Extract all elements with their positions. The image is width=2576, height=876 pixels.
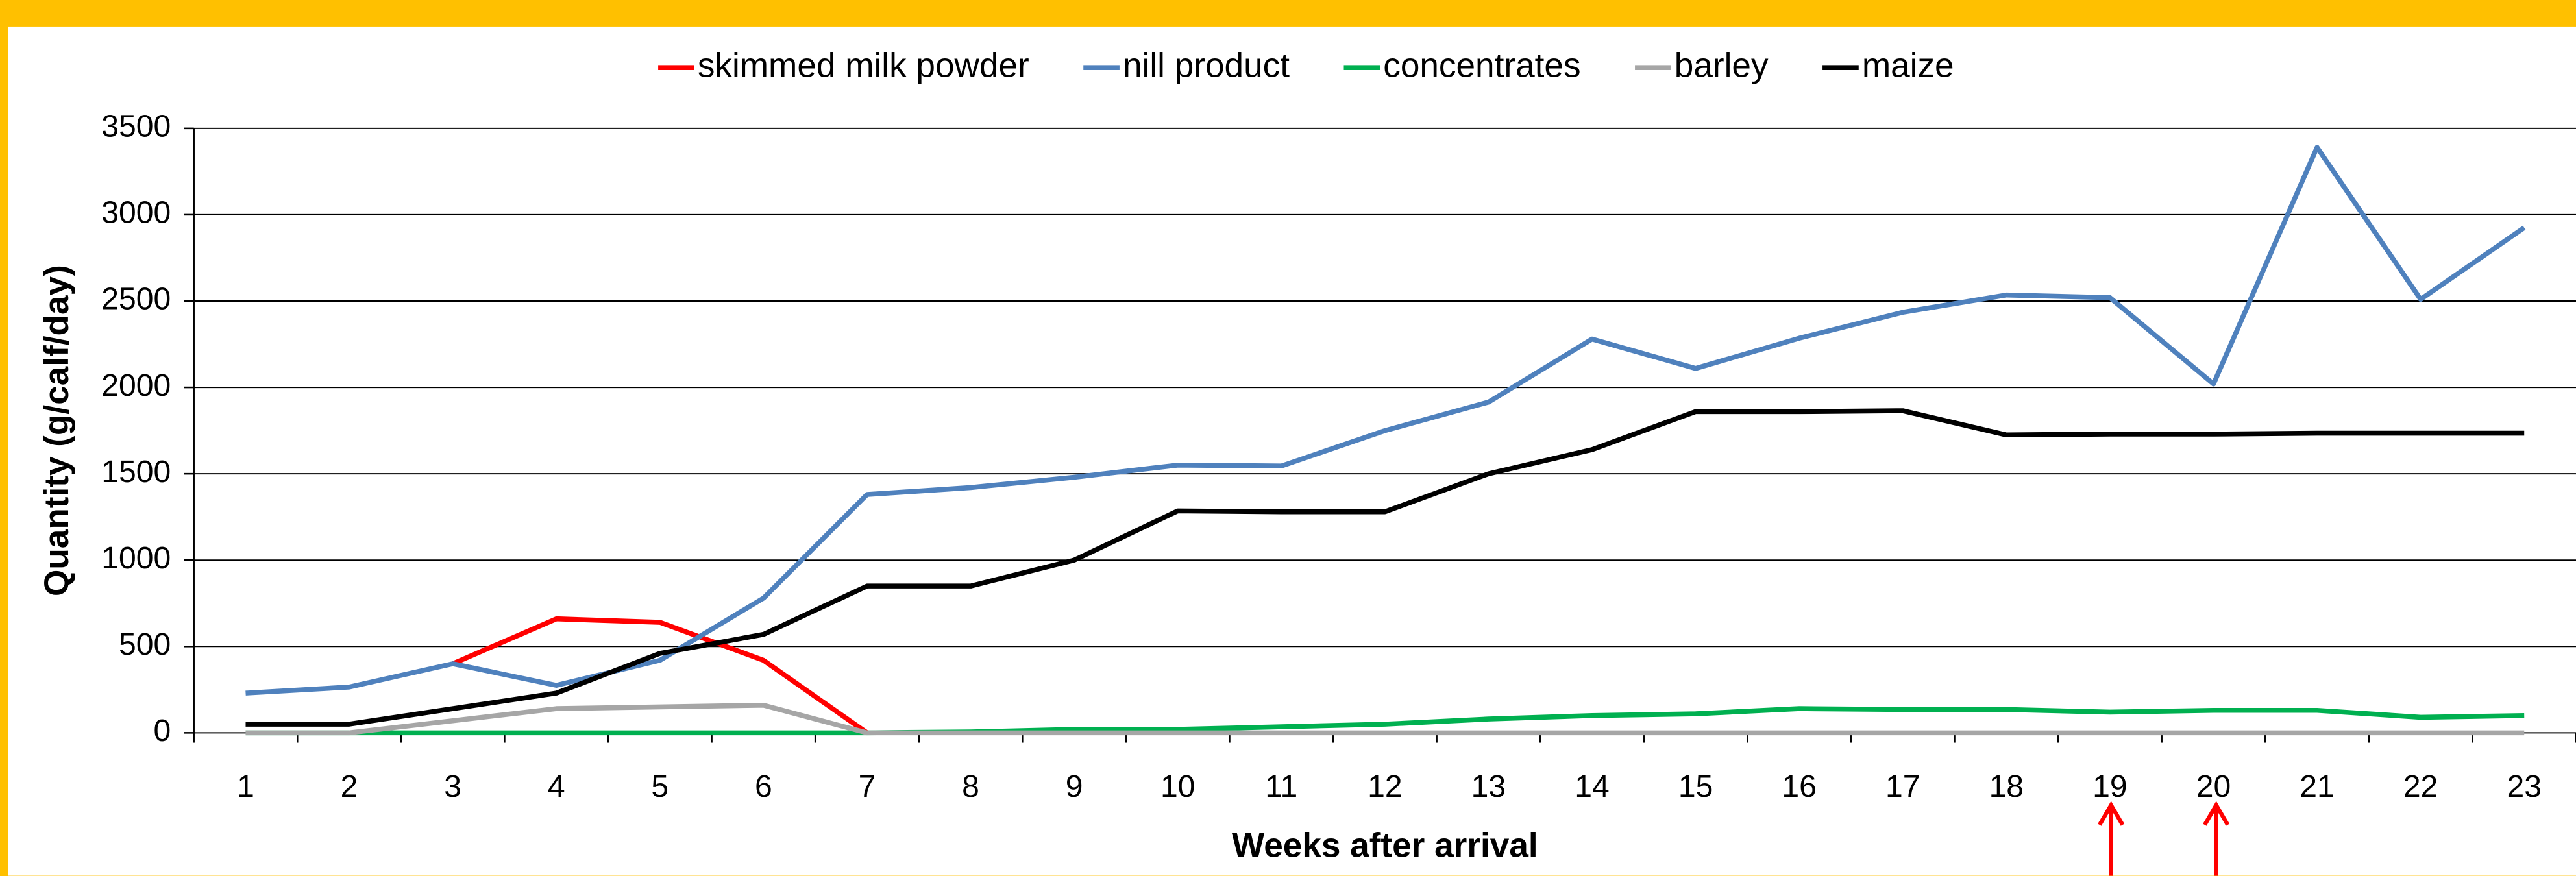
x-tick-label: 15: [1678, 769, 1713, 804]
x-tick-label: 7: [859, 769, 876, 804]
y-tick-label: 3000: [101, 195, 171, 230]
y-tick-label: 0: [154, 713, 171, 748]
x-tick-label: 2: [341, 769, 358, 804]
x-tick-label: 11: [1265, 769, 1297, 804]
legend-label: maize: [1862, 46, 1954, 84]
x-tick-label: 16: [1782, 769, 1816, 804]
y-tick-label: 2000: [101, 368, 171, 403]
x-tick-label: 4: [548, 769, 565, 804]
x-tick-label: 5: [651, 769, 669, 804]
y-tick-label: 500: [119, 627, 171, 662]
x-tick-label: 23: [2507, 769, 2541, 804]
x-tick-label: 17: [1885, 769, 1920, 804]
y-axis-label: Quantity (g/calf/day): [38, 265, 76, 596]
lines: [245, 145, 2526, 736]
arrow-head: [2098, 801, 2125, 826]
x-axis-label: Weeks after arrival: [1232, 827, 1538, 865]
legend: skimmed milk powder nill product concentra…: [658, 46, 1954, 84]
series-line: [452, 616, 869, 735]
y-tick-label: 3500: [101, 109, 171, 144]
x-tick-label: 18: [1989, 769, 2024, 804]
panel: [8, 26, 2576, 876]
legend-label: nill product: [1123, 46, 1290, 84]
x-tick-label: 8: [962, 769, 979, 804]
series-line: [245, 702, 2525, 736]
x-tick-label: 9: [1066, 769, 1083, 804]
x-tick-label: 14: [1575, 769, 1609, 804]
x-tick-label: 20: [2196, 769, 2231, 804]
series-line: [245, 706, 2525, 736]
y-tick-label: 1000: [101, 541, 171, 576]
series-line: [245, 408, 2525, 727]
arrow-head: [2203, 801, 2230, 826]
x-tick-label: 21: [2300, 769, 2334, 804]
legend-label: skimmed milk powder: [698, 46, 1029, 84]
legend-label: barley: [1674, 46, 1769, 84]
x-tick-label: 12: [1368, 769, 1402, 804]
x-tick-label: 22: [2403, 769, 2438, 804]
x-tick-label: 1: [237, 769, 254, 804]
arrows: [2098, 801, 2230, 876]
x-tick-label: 10: [1160, 769, 1195, 804]
x-tick-label: 19: [2092, 769, 2127, 804]
y-tick-label: 2500: [101, 282, 171, 317]
legend-label: concentrates: [1383, 46, 1580, 84]
x-tick-label: 6: [755, 769, 772, 804]
x-tick-label: 3: [444, 769, 461, 804]
y-tick-label: 1500: [101, 454, 171, 489]
x-tick-label: 13: [1471, 769, 1506, 804]
